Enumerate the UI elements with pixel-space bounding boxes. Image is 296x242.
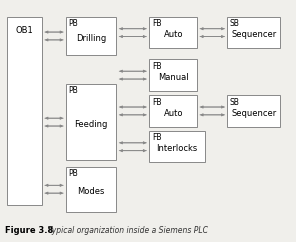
Text: PB: PB: [69, 19, 78, 28]
Text: Figure 3.8: Figure 3.8: [6, 226, 54, 235]
Text: Manual: Manual: [158, 73, 189, 82]
Text: OB1: OB1: [15, 26, 33, 35]
Text: Modes: Modes: [78, 187, 105, 196]
Text: SB: SB: [230, 98, 240, 106]
Bar: [66, 167, 116, 212]
Text: SB: SB: [230, 19, 240, 28]
Bar: [149, 95, 197, 127]
Text: Auto: Auto: [163, 30, 183, 39]
Text: PB: PB: [69, 86, 78, 95]
Text: PB: PB: [69, 169, 78, 178]
Bar: [227, 17, 280, 48]
Bar: [149, 17, 197, 48]
Text: Typical organization inside a Siemens PLC: Typical organization inside a Siemens PL…: [43, 226, 208, 235]
Text: Sequencer: Sequencer: [231, 109, 276, 118]
Bar: [66, 17, 116, 55]
Text: Drilling: Drilling: [76, 34, 106, 43]
Text: Sequencer: Sequencer: [231, 30, 276, 39]
Text: FB: FB: [152, 19, 161, 28]
Text: Auto: Auto: [163, 109, 183, 118]
Text: FB: FB: [152, 62, 161, 71]
Bar: [149, 131, 205, 162]
Bar: [227, 95, 280, 127]
Text: Interlocks: Interlocks: [156, 144, 198, 153]
Bar: [149, 60, 197, 91]
Text: Feeding: Feeding: [75, 120, 108, 129]
Text: FB: FB: [152, 98, 161, 106]
Bar: [7, 17, 42, 205]
Bar: [66, 84, 116, 160]
Text: FB: FB: [152, 133, 161, 142]
